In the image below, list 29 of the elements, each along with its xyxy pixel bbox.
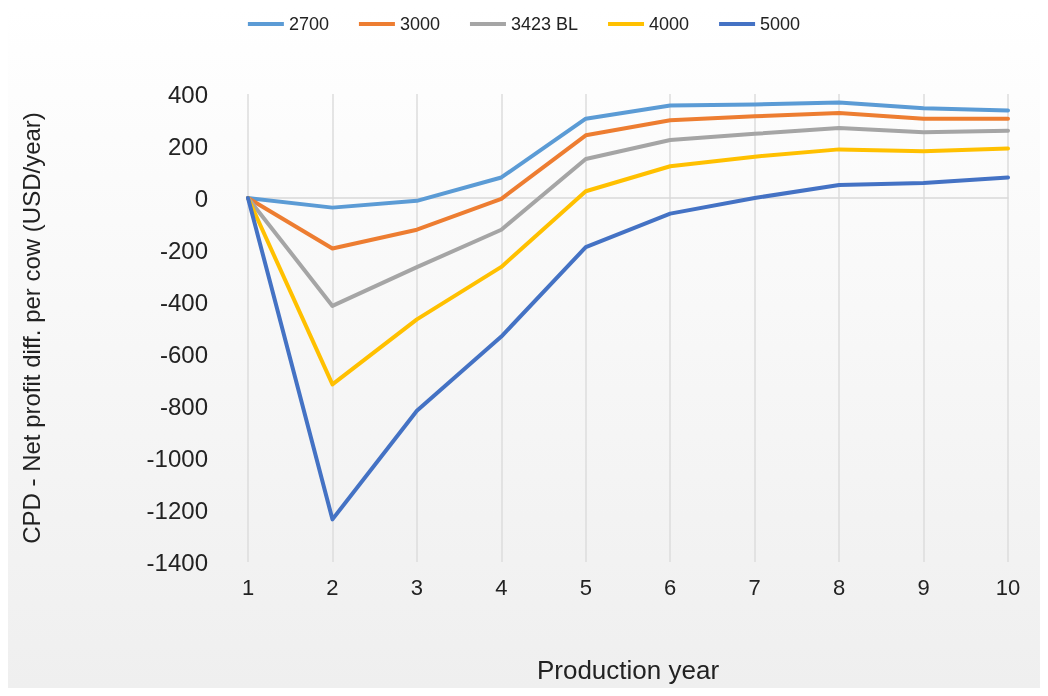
line-series bbox=[246, 100, 1010, 210]
y-tick-label: -400 bbox=[159, 288, 208, 316]
x-axis-title: Production year bbox=[536, 655, 720, 685]
legend-label: 4000 bbox=[649, 14, 690, 34]
y-tick-label: -1400 bbox=[146, 548, 208, 576]
x-tick-label: 8 bbox=[832, 574, 846, 600]
y-tick-label: -1200 bbox=[146, 496, 208, 524]
y-tick-label: -600 bbox=[159, 340, 208, 368]
y-tick-label: 200 bbox=[167, 132, 208, 160]
legend-label: 3423 BL bbox=[510, 14, 579, 34]
legend-label: 3000 bbox=[399, 14, 440, 34]
line-series bbox=[246, 175, 1010, 522]
x-tick-label: 5 bbox=[579, 574, 592, 600]
legend-label: 2700 bbox=[288, 14, 329, 34]
y-tick-label: -1000 bbox=[146, 444, 208, 472]
legend-label: 5000 bbox=[760, 14, 801, 34]
x-tick-label: 6 bbox=[664, 574, 677, 600]
x-tick-label: 7 bbox=[748, 574, 761, 600]
x-tick-label: 4 bbox=[495, 574, 508, 600]
y-tick-label: 0 bbox=[194, 184, 208, 212]
y-tick-label: -800 bbox=[159, 392, 208, 420]
y-tick-label: 400 bbox=[167, 80, 208, 108]
x-tick-label: 10 bbox=[995, 574, 1021, 600]
y-axis-title: CPD - Net profit diff. per cow (USD/year) bbox=[17, 112, 45, 544]
y-tick-label: -200 bbox=[159, 236, 208, 264]
x-tick-label: 9 bbox=[917, 574, 930, 600]
x-tick-label: 2 bbox=[326, 574, 339, 600]
x-tick-label: 3 bbox=[410, 574, 424, 600]
x-tick-label: 1 bbox=[241, 574, 255, 600]
